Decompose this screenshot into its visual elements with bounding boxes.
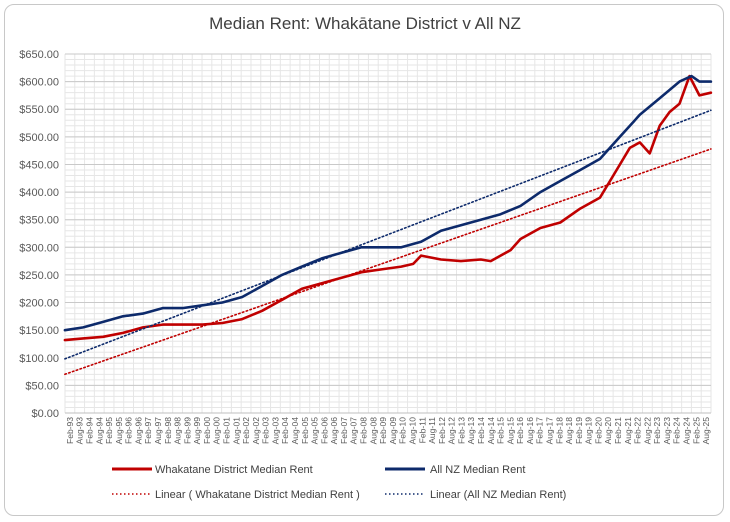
x-tick-label: Aug-22: [642, 417, 652, 445]
x-tick-label: Aug-12: [447, 417, 457, 445]
y-tick-label: $200.00: [19, 298, 59, 310]
x-tick-label: Aug-93: [75, 417, 85, 445]
x-tick-label: Feb-95: [104, 417, 114, 444]
x-tick-label: Feb-25: [691, 417, 701, 444]
x-tick-label: Feb-02: [241, 417, 251, 444]
x-tick-label: Aug-11: [427, 417, 437, 444]
x-tick-label: Feb-97: [143, 417, 153, 444]
x-tick-label: Feb-96: [124, 417, 134, 444]
x-tick-label: Feb-08: [359, 417, 369, 444]
x-tick-label: Aug-96: [133, 417, 143, 445]
x-tick-label: Aug-97: [153, 417, 163, 445]
x-tick-label: Aug-02: [251, 417, 261, 445]
y-tick-label: $100.00: [19, 353, 59, 365]
x-tick-label: Aug-25: [701, 417, 711, 445]
x-tick-label: Feb-19: [574, 417, 584, 444]
legend-label-3: Linear (All NZ Median Rent): [430, 489, 566, 501]
x-tick-label: Aug-19: [584, 417, 594, 445]
x-tick-label: Aug-18: [564, 417, 574, 445]
legend: Whakatane District Median Rent All NZ Med…: [112, 464, 566, 501]
y-tick-label: $350.00: [19, 215, 59, 227]
y-axis-ticks: $0.00 $50.00 $100.00 $150.00 $200.00 $250.00 $…: [19, 49, 59, 420]
x-tick-label: Aug-16: [525, 417, 535, 445]
x-tick-label: Feb-06: [319, 417, 329, 444]
grid-layer: [64, 53, 712, 414]
x-tick-label: Feb-14: [476, 417, 486, 444]
x-tick-label: Feb-94: [84, 417, 94, 444]
x-tick-label: Aug-01: [231, 417, 241, 445]
x-tick-label: Aug-09: [388, 417, 398, 445]
x-tick-label: Feb-01: [222, 417, 232, 444]
x-tick-label: Feb-20: [593, 417, 603, 444]
y-tick-label: $550.00: [19, 104, 59, 116]
x-tick-label: Aug-20: [603, 417, 613, 445]
x-tick-label: Feb-18: [554, 417, 564, 444]
x-tick-label: Aug-98: [173, 417, 183, 445]
x-tick-label: Feb-04: [280, 417, 290, 444]
x-tick-label: Feb-11: [417, 417, 427, 444]
y-tick-label: $150.00: [19, 325, 59, 337]
x-tick-label: Feb-17: [535, 417, 545, 444]
x-tick-label: Aug-03: [270, 417, 280, 445]
y-tick-label: $250.00: [19, 270, 59, 282]
x-tick-label: Aug-13: [466, 417, 476, 445]
series-layer: [63, 74, 713, 376]
y-tick-label: $0.00: [31, 408, 59, 420]
x-tick-label: Feb-09: [378, 417, 388, 444]
x-tick-label: Aug-24: [682, 417, 692, 445]
x-tick-label: Feb-23: [652, 417, 662, 444]
x-tick-label: Feb-93: [65, 417, 75, 444]
x-tick-label: Aug-95: [114, 417, 124, 445]
x-tick-label: Aug-00: [212, 417, 222, 445]
x-tick-label: Aug-21: [623, 417, 633, 445]
x-tick-label: Aug-08: [368, 417, 378, 445]
legend-label-0: Whakatane District Median Rent: [155, 464, 313, 476]
y-tick-label: $500.00: [19, 132, 59, 144]
y-tick-label: $300.00: [19, 242, 59, 254]
chart-title: Median Rent: Whakātane District v All NZ: [209, 14, 521, 33]
x-tick-label: Aug-94: [94, 417, 104, 445]
x-tick-label: Aug-15: [505, 417, 515, 445]
y-tick-label: $450.00: [19, 159, 59, 171]
x-tick-label: Feb-13: [456, 417, 466, 444]
x-tick-label: Feb-15: [496, 417, 506, 444]
x-tick-label: Feb-10: [398, 417, 408, 444]
x-tick-label: Aug-10: [407, 417, 417, 445]
x-tick-label: Feb-21: [613, 417, 623, 444]
x-axis-ticks: Feb-93 Aug-93 Feb-94 Aug-94 Feb-95 Aug-95 Feb-…: [65, 417, 711, 445]
x-tick-label: Feb-07: [339, 417, 349, 444]
x-tick-label: Feb-12: [437, 417, 447, 444]
x-tick-label: Aug-05: [310, 417, 320, 445]
series-line-2: [64, 148, 712, 376]
series-line-0: [63, 74, 713, 342]
y-tick-label: $600.00: [19, 77, 59, 89]
series-line-3: [64, 109, 712, 360]
y-tick-label: $50.00: [25, 380, 59, 392]
legend-label-1: All NZ Median Rent: [430, 464, 525, 476]
x-tick-label: Aug-06: [329, 417, 339, 445]
y-tick-label: $650.00: [19, 49, 59, 61]
x-tick-label: Feb-99: [182, 417, 192, 444]
x-tick-label: Feb-03: [261, 417, 271, 444]
y-tick-label: $400.00: [19, 187, 59, 199]
x-tick-label: Aug-04: [290, 417, 300, 445]
x-tick-label: Feb-16: [515, 417, 525, 444]
x-tick-label: Aug-07: [349, 417, 359, 445]
x-tick-label: Feb-00: [202, 417, 212, 444]
x-tick-label: Aug-14: [486, 417, 496, 445]
x-tick-label: Aug-99: [192, 417, 202, 445]
x-tick-label: Feb-98: [163, 417, 173, 444]
x-tick-label: Feb-24: [672, 417, 682, 444]
x-tick-label: Aug-23: [662, 417, 672, 445]
x-tick-label: Feb-22: [633, 417, 643, 444]
legend-label-2: Linear ( Whakatane District Median Rent …: [155, 489, 360, 501]
x-tick-label: Aug-17: [545, 417, 555, 445]
x-tick-label: Feb-05: [300, 417, 310, 444]
series-line-1: [63, 74, 713, 332]
